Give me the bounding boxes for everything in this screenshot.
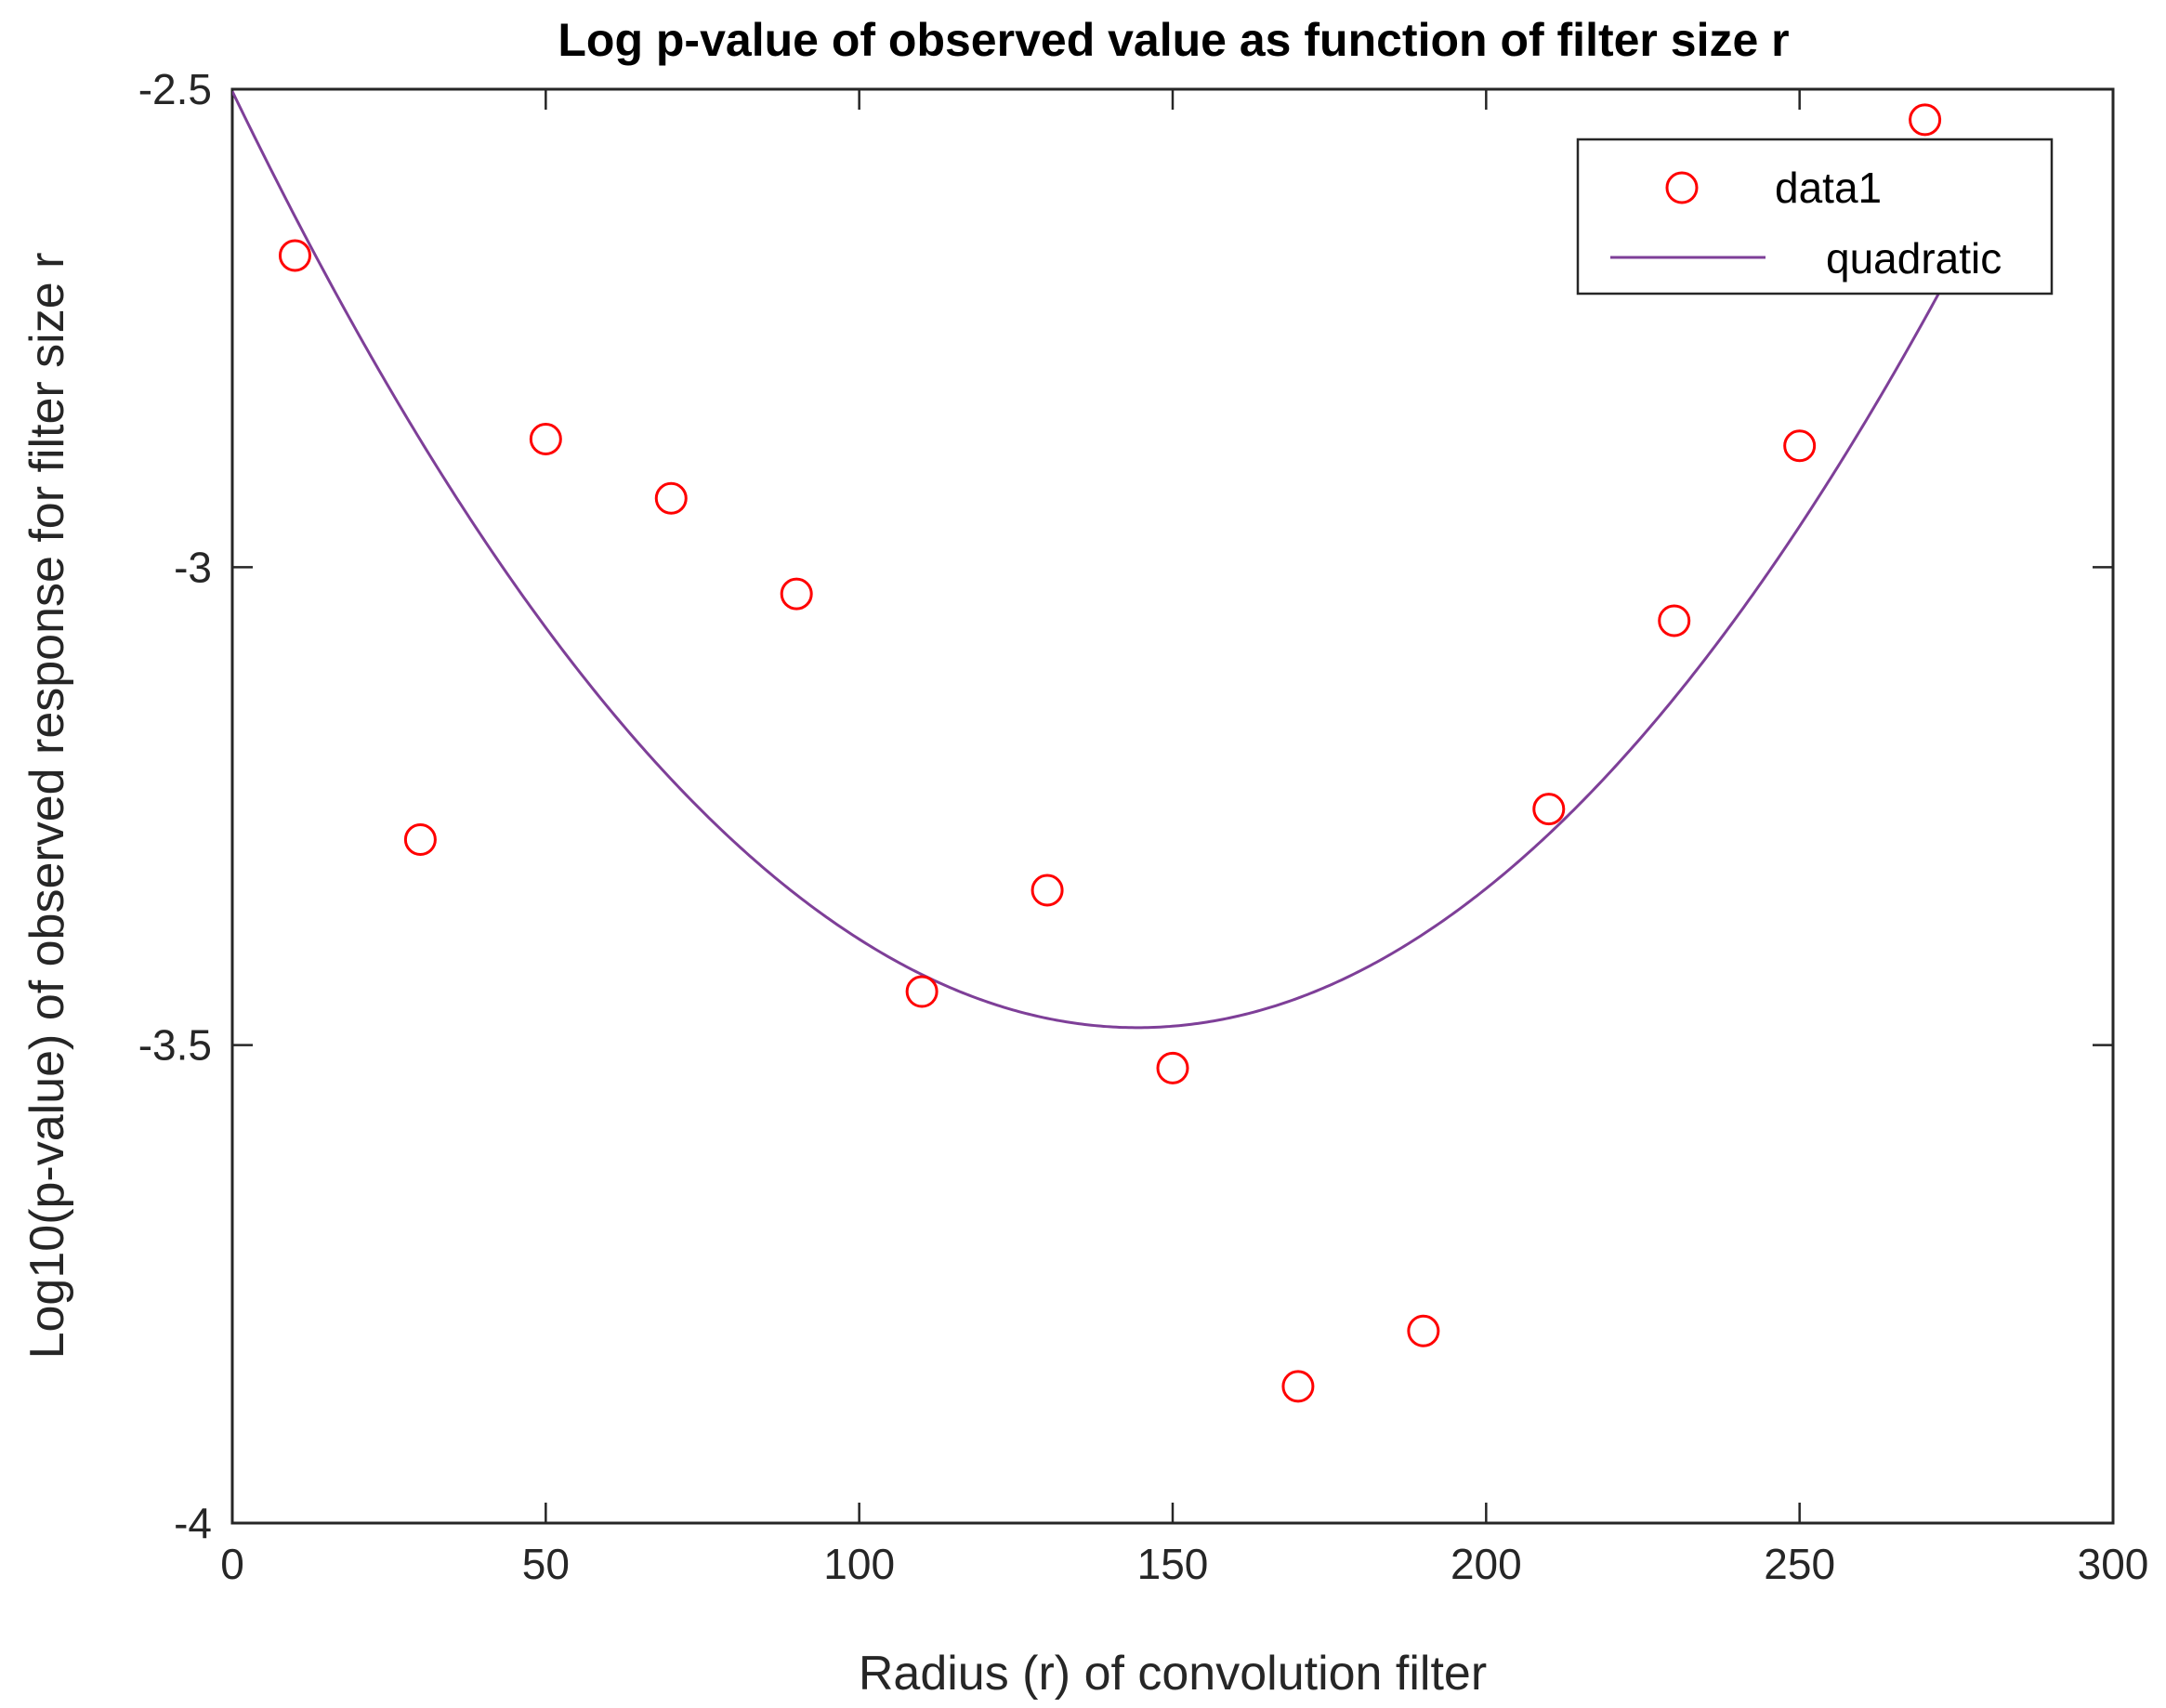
data-point [654, 481, 688, 515]
data-point [905, 975, 939, 1008]
x-tick-label: 50 [522, 1540, 570, 1588]
legend-marker-data1 [1665, 171, 1699, 204]
x-tick-label: 300 [2078, 1540, 2149, 1588]
data-point [403, 823, 437, 857]
data-point [1658, 604, 1691, 637]
x-axis-label: Radius (r) of convolution filter [859, 1647, 1487, 1701]
y-axis-label: Log10(p-value) of observed response for … [20, 253, 74, 1360]
data-point [1532, 793, 1566, 826]
y-tick-label: -3.5 [138, 1021, 212, 1070]
x-tick-label: 100 [823, 1540, 895, 1588]
data-point [1909, 103, 1942, 137]
data-point [780, 577, 813, 611]
data-point [1407, 1314, 1440, 1347]
quadratic-fit-line [232, 90, 2008, 1030]
y-tick-label: -2.5 [138, 65, 212, 113]
legend: data1 quadratic [1576, 138, 2054, 296]
data-point [278, 239, 311, 272]
data-point [1156, 1051, 1189, 1084]
chart-title: Log p-value of observed value as functio… [558, 14, 1789, 66]
plot-area [230, 87, 2115, 1525]
legend-label-quadratic: quadratic [1826, 234, 2002, 282]
y-tick-label: -4 [174, 1499, 212, 1547]
x-tick-label: 150 [1137, 1540, 1209, 1588]
x-tick-label: 0 [220, 1540, 244, 1588]
y-tick-label: -3 [174, 543, 212, 591]
x-tick-label: 250 [1764, 1540, 1835, 1588]
data-point [529, 422, 562, 455]
x-tick-label: 200 [1451, 1540, 1522, 1588]
x-ticks: 0 50 100 150 200 250 300 [220, 89, 2148, 1588]
y-ticks: -4 -3.5 -3 -2.5 [138, 65, 2113, 1547]
data-points [278, 103, 1942, 1403]
legend-box [1576, 138, 2054, 296]
axes-box [230, 87, 2115, 1525]
data-point [1030, 874, 1064, 907]
legend-label-data1: data1 [1775, 164, 1882, 212]
data-point [1281, 1370, 1315, 1403]
data-point [1783, 429, 1817, 463]
